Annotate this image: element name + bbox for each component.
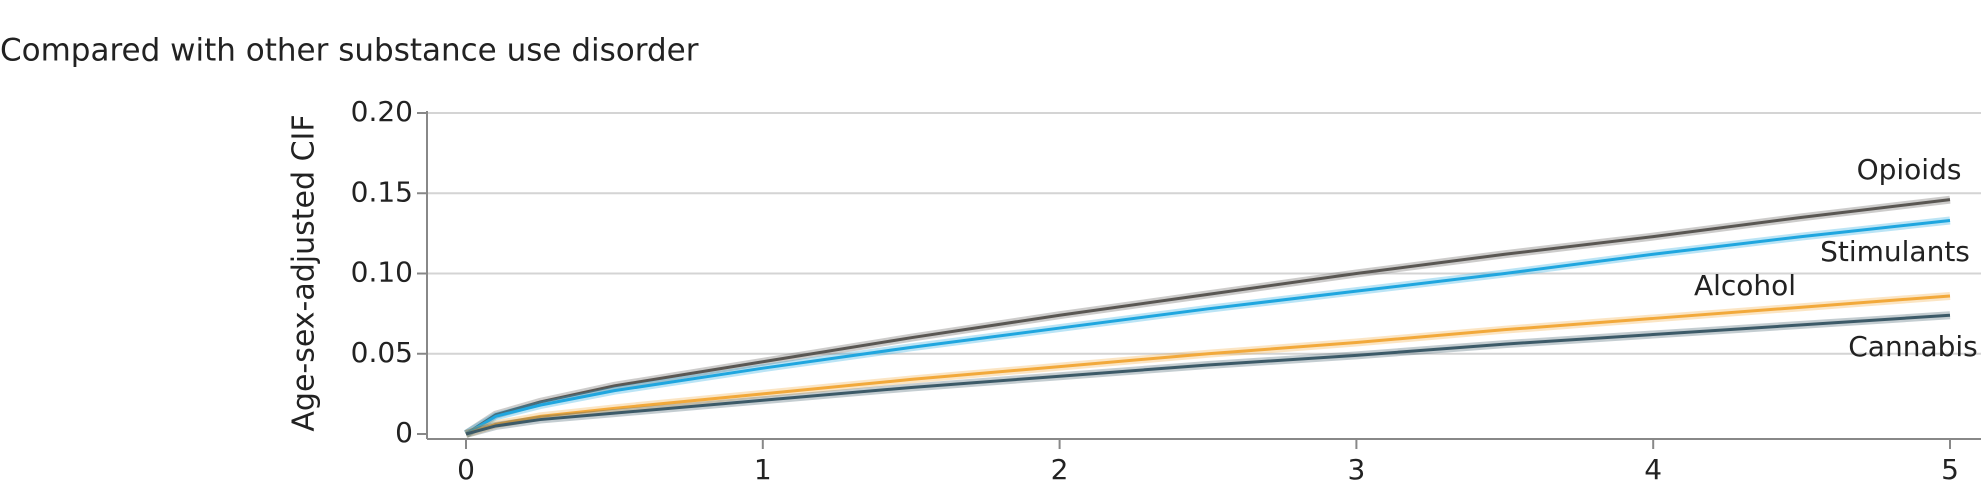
y-tick-label: 0.20 <box>351 95 413 128</box>
x-tick-label: 3 <box>1347 453 1365 486</box>
y-axis-label: Age-sex-adjusted CIF <box>287 114 322 431</box>
series-label: Alcohol <box>1694 269 1796 302</box>
series-label: Opioids <box>1857 153 1962 186</box>
y-tick-label: 0.15 <box>351 175 413 208</box>
y-tick-label: 0 <box>395 416 413 449</box>
x-tick-label: 0 <box>457 453 475 486</box>
series-line <box>465 198 1951 436</box>
x-tick-label: 4 <box>1644 453 1662 486</box>
x-tick-label: 2 <box>1051 453 1069 486</box>
y-tick-label: 0.10 <box>351 256 413 289</box>
series-line <box>465 313 1951 436</box>
series-line <box>465 219 1951 436</box>
x-tick-label: 5 <box>1941 453 1959 486</box>
series-label: Stimulants <box>1820 235 1970 268</box>
x-tick-label: 1 <box>754 453 772 486</box>
series-label: Cannabis <box>1848 330 1978 363</box>
y-tick-label: 0.05 <box>351 336 413 369</box>
chart-title: Compared with other substance use disord… <box>0 33 699 69</box>
series-line <box>465 294 1951 436</box>
